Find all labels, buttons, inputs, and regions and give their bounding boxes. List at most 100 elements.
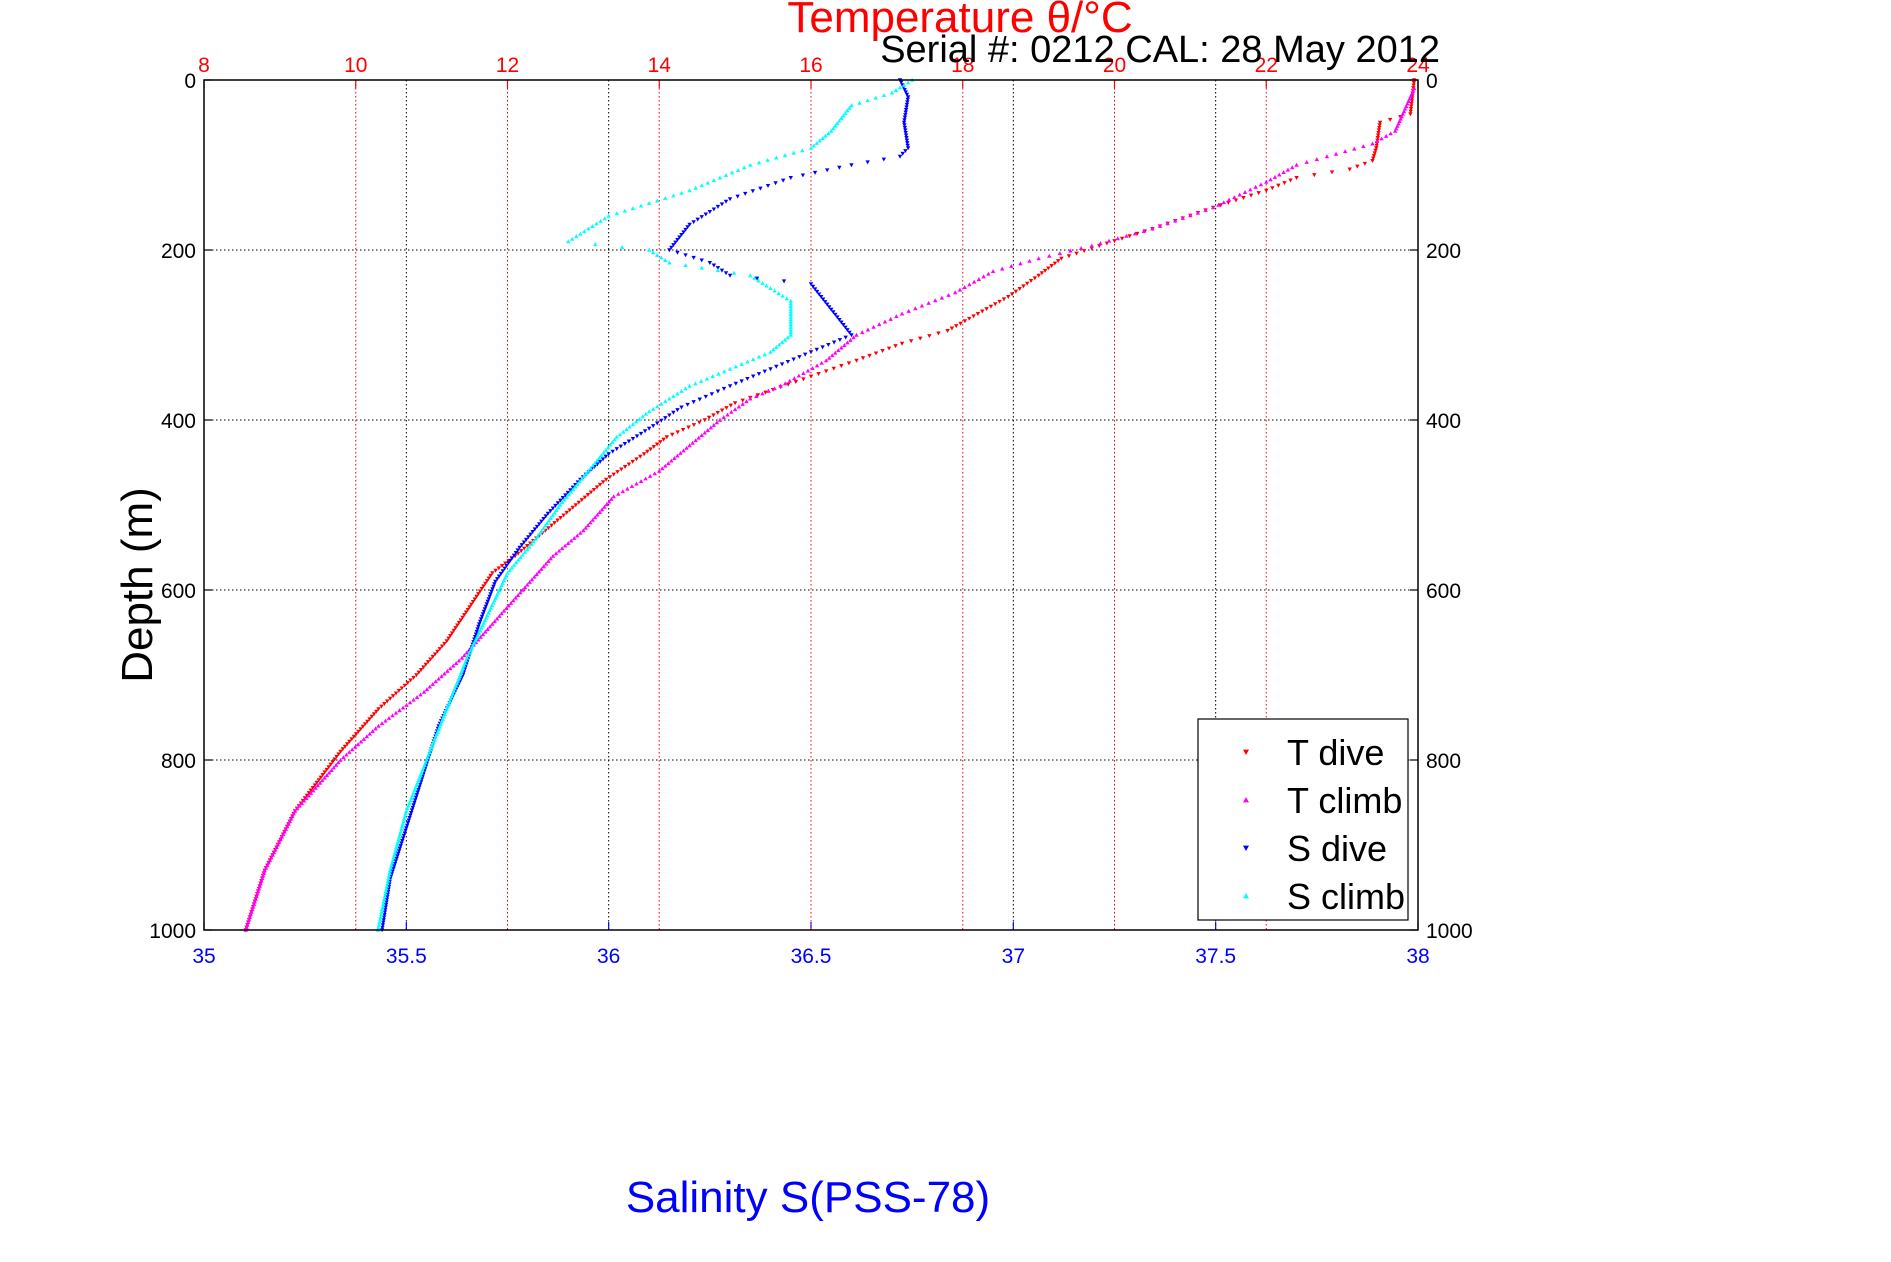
data-point	[650, 424, 656, 429]
data-point	[839, 320, 844, 325]
data-point	[312, 783, 318, 788]
data-point	[727, 384, 733, 389]
data-point	[1006, 294, 1011, 299]
data-point	[361, 736, 367, 741]
data-point	[900, 151, 905, 156]
data-point	[673, 240, 678, 245]
data-point	[479, 614, 485, 619]
data-point	[1411, 80, 1417, 85]
data-point	[558, 498, 563, 503]
data-point	[274, 845, 279, 849]
data-point	[570, 487, 576, 492]
data-point	[1036, 256, 1041, 261]
data-point	[384, 900, 389, 905]
data-point	[903, 90, 909, 95]
data-point	[824, 168, 830, 173]
data-point	[404, 823, 410, 828]
data-point	[527, 544, 532, 549]
data-point	[390, 713, 395, 718]
data-point	[522, 549, 528, 554]
data-point	[643, 411, 649, 416]
data-point	[638, 203, 644, 208]
data-point	[509, 556, 515, 561]
data-point	[528, 532, 533, 537]
data-point	[1180, 215, 1185, 220]
data-point	[719, 408, 725, 413]
data-point	[383, 888, 389, 893]
data-point	[255, 891, 260, 896]
data-point	[758, 186, 763, 191]
data-point	[381, 918, 386, 922]
data-point	[430, 681, 435, 686]
data-point	[1195, 210, 1201, 215]
data-point	[1377, 125, 1382, 130]
data-point	[273, 847, 278, 852]
data-point	[1374, 143, 1379, 148]
data-point	[421, 689, 427, 694]
data-point	[733, 381, 739, 386]
data-point	[485, 627, 490, 631]
data-point	[702, 430, 707, 435]
data-point	[280, 832, 286, 837]
data-point	[374, 709, 379, 714]
data-point	[463, 610, 469, 615]
data-point	[324, 767, 329, 772]
data-point	[397, 708, 402, 713]
data-point	[824, 302, 830, 307]
data-point	[918, 336, 923, 341]
data-point	[719, 268, 725, 273]
data-point	[760, 280, 765, 285]
data-point	[800, 148, 805, 153]
data-point	[364, 734, 370, 739]
data-point	[607, 475, 613, 480]
data-point	[1370, 141, 1375, 146]
data-point	[889, 90, 895, 95]
data-point	[477, 589, 483, 594]
data-point	[903, 110, 908, 115]
data-point	[1078, 246, 1084, 251]
data-point	[634, 457, 639, 462]
data-point	[334, 754, 339, 759]
data-point	[831, 310, 836, 315]
data-point	[1371, 156, 1376, 161]
data-point	[1009, 263, 1014, 268]
data-point	[599, 507, 605, 512]
data-point	[579, 476, 585, 481]
data-point	[675, 391, 680, 396]
data-point	[271, 850, 277, 855]
data-point	[729, 170, 735, 175]
data-point	[349, 737, 354, 742]
data-point	[546, 559, 551, 563]
data-point	[1361, 144, 1366, 149]
data-point	[602, 216, 607, 221]
data-point	[902, 125, 908, 130]
data-point	[500, 569, 506, 574]
data-point	[342, 744, 348, 749]
data-point	[622, 442, 628, 446]
data-point	[711, 178, 717, 183]
data-point	[258, 881, 263, 886]
data-point	[393, 691, 399, 696]
data-point	[476, 622, 482, 627]
data-point	[833, 312, 838, 317]
data-point	[902, 115, 908, 120]
data-point	[1362, 161, 1368, 166]
data-point	[558, 515, 563, 520]
data-point	[786, 382, 791, 387]
data-point	[383, 905, 388, 910]
data-point	[356, 729, 361, 734]
data-point	[482, 607, 488, 612]
data-point	[379, 704, 384, 709]
data-point	[796, 373, 802, 378]
data-point	[981, 274, 986, 279]
data-point	[698, 378, 704, 383]
data-point	[670, 432, 675, 437]
data-point	[803, 352, 808, 357]
data-point	[341, 755, 346, 760]
data-point	[766, 388, 771, 393]
data-point	[390, 860, 395, 865]
data-point	[537, 522, 542, 527]
data-point	[488, 573, 493, 578]
data-point	[1047, 253, 1052, 258]
data-point	[893, 344, 898, 349]
